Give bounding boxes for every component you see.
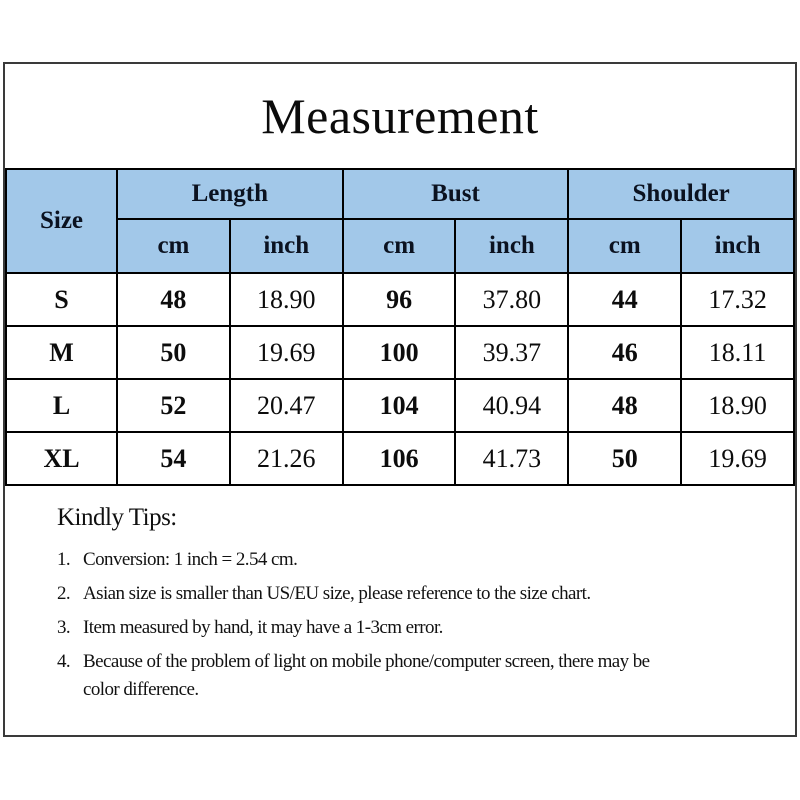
length-cm-value: 50	[116, 325, 231, 380]
tip-item-2: 2. Asian size is smaller than US/EU size…	[57, 580, 755, 608]
bust-cm-value: 96	[341, 272, 457, 327]
tip-item-1: 1. Conversion: 1 inch = 2.54 cm.	[57, 546, 755, 574]
tip-number: 3.	[57, 617, 71, 638]
bust-cm-value: 100	[341, 325, 457, 380]
title-area: Measurement	[5, 64, 795, 168]
length-cm-value: 48	[116, 272, 231, 327]
length-inch-value: 20.47	[228, 378, 344, 433]
unit-header-shoulder-inch: inch	[680, 218, 795, 274]
kindly-tips-section: Kindly Tips: 1. Conversion: 1 inch = 2.5…	[5, 486, 795, 735]
unit-header-bust-cm: cm	[341, 218, 457, 274]
group-header-bust: Bust	[341, 168, 570, 220]
shoulder-cm-value: 50	[567, 431, 683, 486]
table-row-xl: XL 54 21.26 106 41.73 50 19.69	[5, 431, 795, 486]
tip-number: 1.	[57, 549, 71, 570]
group-header-shoulder: Shoulder	[567, 168, 795, 220]
size-label: L	[5, 378, 118, 433]
bust-inch-value: 37.80	[454, 272, 570, 327]
tip-item-3: 3. Item measured by hand, it may have a …	[57, 614, 755, 642]
size-label: S	[5, 272, 118, 327]
tips-list: 1. Conversion: 1 inch = 2.54 cm. 2. Asia…	[57, 546, 755, 704]
size-label: XL	[5, 431, 118, 486]
length-cm-value: 52	[116, 378, 231, 433]
table-row-l: L 52 20.47 104 40.94 48 18.90	[5, 378, 795, 433]
table-row-s: S 48 18.90 96 37.80 44 17.32	[5, 272, 795, 327]
size-header-cell: Size	[5, 168, 118, 274]
shoulder-cm-value: 48	[567, 378, 683, 433]
length-cm-value: 54	[116, 431, 231, 486]
chart-frame: Measurement Size Length Bust Shoulder cm…	[3, 62, 797, 737]
bust-cm-value: 104	[341, 378, 457, 433]
unit-header-bust-inch: inch	[454, 218, 570, 274]
length-inch-value: 21.26	[228, 431, 344, 486]
table-row-m: M 50 19.69 100 39.37 46 18.11	[5, 325, 795, 380]
shoulder-cm-value: 44	[567, 272, 683, 327]
length-inch-value: 19.69	[228, 325, 344, 380]
tip-text: Conversion: 1 inch = 2.54 cm.	[83, 549, 298, 570]
tip-text: Asian size is smaller than US/EU size, p…	[83, 583, 591, 604]
measurement-table: Size Length Bust Shoulder cm inch cm inc…	[5, 168, 795, 486]
bust-inch-value: 40.94	[454, 378, 570, 433]
length-inch-value: 18.90	[228, 272, 344, 327]
bust-inch-value: 39.37	[454, 325, 570, 380]
tip-number: 2.	[57, 583, 71, 604]
unit-header-length-cm: cm	[116, 218, 231, 274]
group-header-length: Length	[116, 168, 344, 220]
table-unit-header-row: cm inch cm inch cm inch	[6, 218, 795, 274]
tip-item-4: 4. Because of the problem of light on mo…	[57, 648, 755, 704]
page-title: Measurement	[261, 88, 539, 144]
table-group-header-row: Size Length Bust Shoulder	[5, 168, 795, 274]
shoulder-inch-value: 18.90	[680, 378, 795, 433]
bust-cm-value: 106	[341, 431, 457, 486]
tip-number: 4.	[57, 651, 71, 672]
bust-inch-value: 41.73	[454, 431, 570, 486]
shoulder-cm-value: 46	[567, 325, 683, 380]
size-label: M	[5, 325, 118, 380]
tips-heading: Kindly Tips:	[57, 504, 177, 531]
tip-text: Item measured by hand, it may have a 1-3…	[83, 617, 443, 638]
shoulder-inch-value: 19.69	[680, 431, 795, 486]
unit-header-length-inch: inch	[228, 218, 344, 274]
unit-header-shoulder-cm: cm	[567, 218, 683, 274]
shoulder-inch-value: 17.32	[680, 272, 795, 327]
tip-text: Because of the problem of light on mobil…	[83, 651, 650, 700]
shoulder-inch-value: 18.11	[680, 325, 795, 380]
